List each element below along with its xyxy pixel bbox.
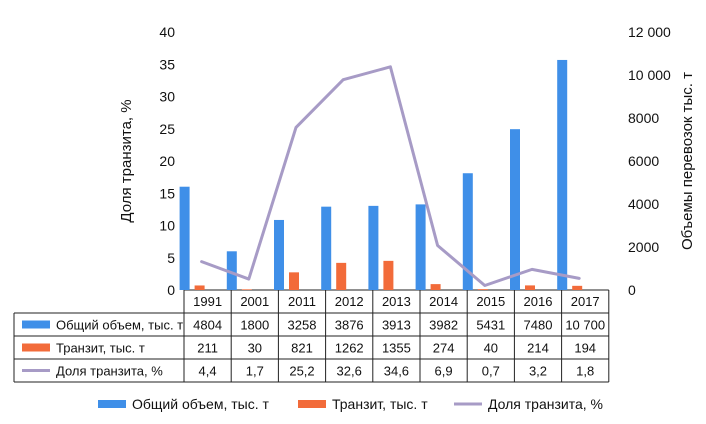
- data-label: 1800: [240, 318, 269, 333]
- category-label: 2014: [429, 294, 458, 309]
- bar-transit: [241, 289, 252, 290]
- category-label: 2013: [382, 294, 411, 309]
- data-label: 3913: [382, 318, 411, 333]
- bar-transit: [430, 284, 441, 290]
- category-label: 1991: [193, 294, 222, 309]
- legend-label: Доля транзита, %: [488, 396, 603, 412]
- data-label: 214: [527, 341, 549, 356]
- data-label: 7480: [524, 318, 553, 333]
- data-label: 1355: [382, 341, 411, 356]
- right-tick-label: 2000: [628, 239, 659, 255]
- table-legend-swatch: [22, 320, 50, 329]
- bar-transit: [477, 289, 488, 290]
- data-label: 821: [291, 341, 313, 356]
- bar-transit: [525, 285, 535, 290]
- bar-transit: [289, 272, 299, 290]
- line-layer: [200, 65, 581, 287]
- bar-total-volume: [462, 173, 473, 290]
- data-label: 3,2: [529, 364, 547, 379]
- right-axis-title: Объемы перевозок тыс. т: [679, 72, 696, 250]
- left-tick-label: 25: [159, 121, 175, 137]
- bar-transit: [383, 260, 394, 290]
- data-label: 3258: [288, 318, 317, 333]
- data-label: 1262: [335, 341, 364, 356]
- category-label: 2012: [335, 294, 364, 309]
- data-label: 4804: [193, 318, 222, 333]
- table-series-name: Общий объем, тыс. т: [56, 318, 183, 333]
- data-label: 32,6: [337, 364, 362, 379]
- category-label: 2001: [240, 294, 269, 309]
- data-label: 4,4: [199, 364, 217, 379]
- data-label: 1,7: [246, 364, 264, 379]
- bar-transit: [336, 262, 347, 290]
- left-tick-label: 15: [159, 185, 175, 201]
- left-tick-label: 0: [167, 282, 175, 298]
- right-tick-label: 12 000: [628, 24, 671, 40]
- left-tick-label: 35: [159, 56, 175, 72]
- data-label: 274: [433, 341, 455, 356]
- transit-share-line: [200, 65, 581, 287]
- axes: 0 5 10 15 20 25 30 35 40 0 2000 4000 6000 8000 10 000 1…: [118, 24, 696, 298]
- legend-label: Транзит, тыс. т: [332, 396, 428, 412]
- left-tick-label: 30: [159, 89, 175, 105]
- table-legend-swatch: [22, 343, 50, 352]
- bar-total-volume: [179, 186, 190, 290]
- category-label: 2011: [288, 294, 316, 309]
- data-label: 34,6: [384, 364, 409, 379]
- legend-label: Общий объем, тыс. т: [132, 396, 269, 412]
- left-axis-title: Доля транзита, %: [118, 99, 135, 222]
- right-tick-label: 8000: [628, 110, 659, 126]
- data-label: 1,8: [576, 364, 594, 379]
- data-label: 25,2: [289, 364, 314, 379]
- table-series-name: Доля транзита, %: [56, 364, 163, 379]
- bar-total-volume: [368, 205, 379, 290]
- category-label: 2015: [476, 294, 505, 309]
- right-tick-label: 6000: [628, 153, 659, 169]
- data-table: 1991 2001 2011 2012 2013 2014 2015 2016 2017 Общи…: [22, 294, 605, 379]
- right-tick-label: 0: [628, 282, 636, 298]
- category-label: 2017: [571, 294, 600, 309]
- legend: Общий объем, тыс. т Транзит, тыс. т Доля т…: [98, 396, 603, 412]
- data-label: 3876: [335, 318, 364, 333]
- bar-total-volume: [226, 251, 237, 290]
- data-label: 3982: [429, 318, 458, 333]
- data-label: 5431: [476, 318, 505, 333]
- left-tick-label: 20: [159, 153, 175, 169]
- left-tick-label: 5: [167, 250, 175, 266]
- legend-swatch: [98, 400, 126, 408]
- category-label: 2016: [524, 294, 553, 309]
- right-tick-label: 10 000: [628, 67, 671, 83]
- bar-total-volume: [557, 59, 568, 291]
- data-label: 40: [484, 341, 498, 356]
- right-tick-label: 4000: [628, 196, 659, 212]
- data-label: 30: [248, 341, 262, 356]
- bar-total-volume: [274, 219, 284, 290]
- left-tick-label: 10: [159, 218, 175, 234]
- bar-transit: [572, 285, 583, 290]
- left-tick-label: 40: [159, 24, 175, 40]
- bar-total-volume: [321, 206, 332, 290]
- data-label: 10 700: [565, 318, 605, 333]
- bar-total-volume: [415, 204, 426, 290]
- data-label: 211: [197, 341, 218, 356]
- bar-total-volume: [510, 129, 520, 290]
- legend-swatch: [298, 400, 326, 408]
- data-table-grid: [13, 289, 610, 383]
- data-label: 0,7: [482, 364, 500, 379]
- bar-transit: [194, 285, 205, 290]
- data-label: 194: [574, 341, 596, 356]
- table-series-name: Транзит, тыс. т: [56, 341, 145, 356]
- data-label: 6,9: [435, 364, 453, 379]
- bars-layer: [179, 59, 583, 291]
